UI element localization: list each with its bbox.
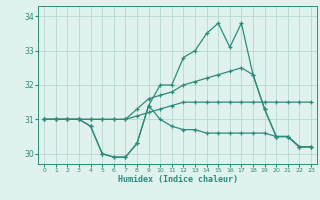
- X-axis label: Humidex (Indice chaleur): Humidex (Indice chaleur): [118, 175, 238, 184]
